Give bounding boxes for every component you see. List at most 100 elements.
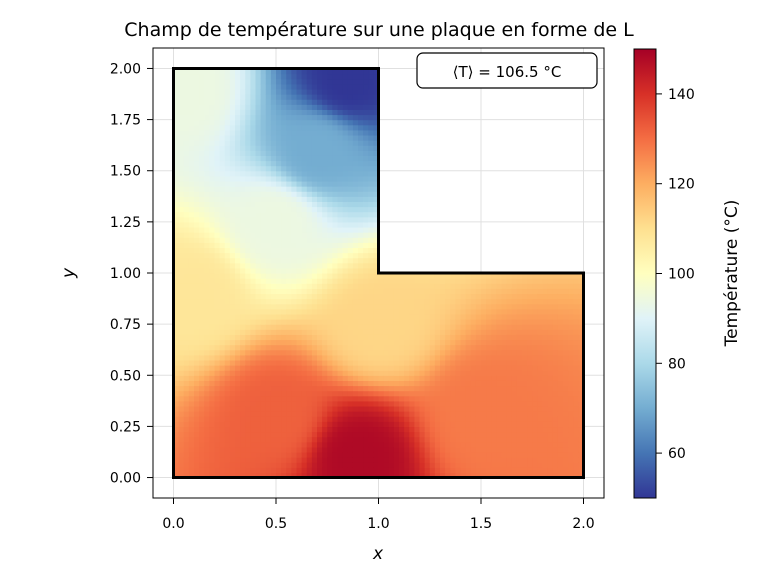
field-cell [347,359,354,366]
field-cell [270,349,277,356]
field-cell [245,344,251,351]
field-cell [229,293,236,300]
field-cell [173,150,180,156]
field-cell [219,370,226,376]
field-cell [199,134,205,141]
field-cell [173,380,180,387]
field-cell [255,165,262,172]
field-cell [424,370,431,376]
field-cell [491,288,497,295]
field-cell [501,405,508,412]
field-cell [368,211,374,218]
field-cell [214,170,221,177]
field-cell [194,324,200,330]
field-cell [368,114,374,121]
field-cell [368,288,374,295]
field-cell [368,104,374,110]
field-cell [465,426,472,433]
field-cell [255,170,262,177]
field-cell [219,288,226,295]
field-cell [214,165,221,172]
field-cell [306,180,313,187]
field-cell [506,375,513,381]
field-cell [460,308,467,315]
field-cell [204,365,210,371]
field-cell [276,242,282,249]
field-cell [322,78,328,85]
field-cell [363,211,369,218]
x-tick-label: 0.5 [265,516,287,532]
field-cell [260,109,267,116]
field-cell [306,119,313,126]
field-cell [332,354,339,361]
field-cell [511,375,518,381]
field-cell [250,78,257,85]
field-cell [276,375,282,381]
field-cell [178,349,185,356]
field-cell [291,395,298,402]
field-cell [306,211,313,218]
field-cell [393,400,400,407]
field-cell [537,288,544,295]
field-cell [337,421,344,428]
field-cell [224,145,231,151]
field-cell [229,267,236,274]
field-cell [199,273,205,279]
y-tick-label: 1.25 [110,215,141,231]
field-cell [532,472,538,478]
field-cell [347,129,354,136]
field-cell [306,385,313,392]
field-cell [235,247,241,254]
field-cell [204,303,210,310]
field-cell [296,211,303,218]
field-cell [270,400,277,407]
field-cell [194,334,200,341]
field-cell [368,88,374,95]
field-cell [516,395,523,402]
field-cell [322,109,328,116]
field-cell [194,201,200,208]
field-cell [327,278,333,284]
field-cell [327,349,333,356]
field-cell [199,88,205,95]
field-cell [276,288,282,295]
field-cell [199,375,205,381]
field-cell [470,472,477,478]
field-cell [322,160,328,167]
field-cell [414,329,421,335]
field-cell [214,94,221,100]
field-cell [265,165,272,172]
field-cell [352,339,359,346]
field-cell [209,365,216,371]
field-cell [358,150,364,156]
field-cell [281,124,287,131]
field-cell [568,385,574,392]
field-cell [450,329,456,335]
field-cell [358,426,364,433]
field-cell [322,252,328,259]
field-cell [352,211,359,218]
field-cell [465,293,472,300]
field-cell [404,329,410,335]
field-cell [245,298,251,305]
field-cell [557,313,564,320]
field-cell [465,319,472,325]
field-cell [573,457,579,463]
field-cell [368,359,374,366]
field-cell [552,462,559,468]
field-cell [219,221,226,228]
field-cell [460,390,467,397]
field-cell [511,395,518,402]
field-cell [347,467,354,474]
field-cell [178,114,185,121]
field-cell [511,380,518,387]
field-cell [378,446,385,453]
field-cell [542,334,549,341]
field-cell [465,354,472,361]
field-cell [199,303,205,310]
field-cell [296,349,303,356]
field-cell [383,441,390,448]
field-cell [199,252,205,259]
field-cell [388,395,395,402]
field-cell [568,349,574,356]
